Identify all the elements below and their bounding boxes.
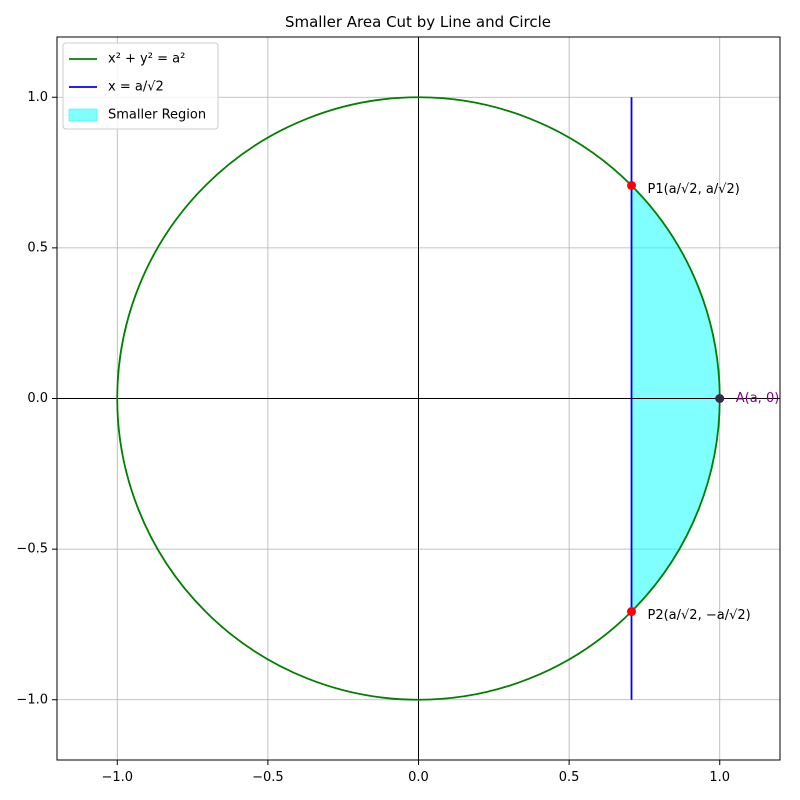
point-marker-1 [627, 607, 637, 617]
x-tick-label-3: 0.5 [559, 770, 580, 785]
legend-label-0: x² + y² = a² [108, 52, 185, 67]
point-marker-2 [715, 394, 725, 403]
legend-label-2: Smaller Region [108, 108, 206, 123]
point-marker-0 [627, 180, 637, 190]
y-tick-label-4: 1.0 [27, 90, 48, 105]
chart-title: Smaller Area Cut by Line and Circle [285, 13, 551, 31]
y-tick-label-3: 0.5 [27, 240, 48, 255]
legend-box [62, 42, 219, 130]
point-label-0: P1(a/√2, a/√2) [648, 182, 740, 197]
y-tick-label-2: 0.0 [27, 391, 48, 406]
plot-area: P1(a/√2, a/√2) P2(a/√2, −a/√2) A(a, 0) −1.0… [16, 36, 781, 785]
point-label-2: A(a, 0) [736, 391, 780, 406]
point-label-1: P2(a/√2, −a/√2) [648, 608, 751, 623]
x-tick-label-4: 1.0 [709, 770, 730, 785]
y-tick-label-0: −1.0 [16, 692, 48, 707]
y-tick-label-1: −0.5 [16, 542, 48, 557]
legend-swatch-2 [68, 108, 98, 122]
x-tick-label-2: 0.0 [408, 770, 429, 785]
x-tick-label-0: −1.0 [101, 770, 133, 785]
x-tick-label-1: −0.5 [252, 770, 284, 785]
legend-label-1: x = a/√2 [108, 80, 164, 95]
